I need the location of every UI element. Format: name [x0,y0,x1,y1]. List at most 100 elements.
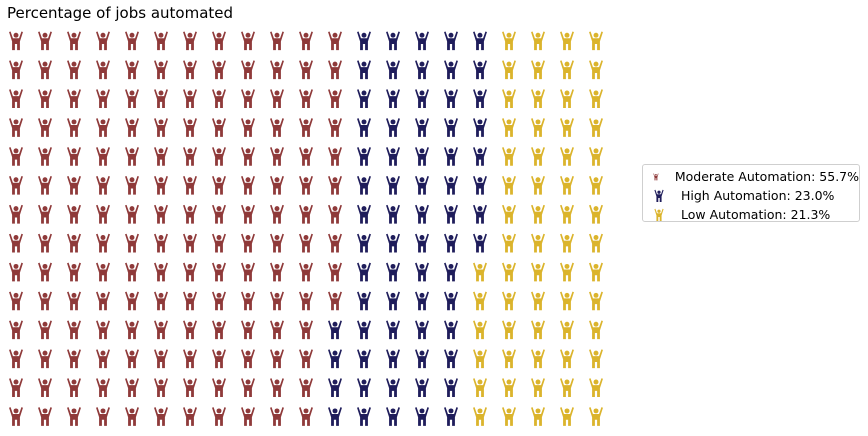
person-icon [299,60,313,80]
person-icon [125,204,139,224]
person-icon [502,204,516,224]
person-icon [560,147,574,166]
legend-label: Moderate Automation: 55.7% [674,169,859,184]
person-icon [560,378,574,397]
person-icon [531,262,545,282]
person-icon [9,349,23,369]
person-icon [589,60,603,80]
person-icon [299,204,313,224]
person-icon [299,349,313,369]
person-icon [67,147,81,166]
person-icon [502,233,516,253]
person-icon [38,407,52,426]
person-icon [502,349,516,369]
person-icon [328,233,342,253]
person-icon [386,89,400,108]
person-icon [96,291,110,311]
person-icon [154,320,168,340]
person-icon [415,147,429,166]
person-icon [444,147,458,166]
legend-label: High Automation: 23.0% [681,188,835,203]
person-icon [154,407,168,426]
person-icon [38,291,52,311]
person-icon [502,320,516,340]
person-icon [270,291,284,311]
person-icon [502,291,516,311]
person-icon [183,89,197,108]
person-icon [9,262,23,282]
person-icon [357,378,371,397]
person-icon [444,320,458,340]
person-icon [270,407,284,426]
person-icon [299,147,313,166]
person-icon [560,60,574,80]
person-icon [531,378,545,397]
person-icon [38,233,52,253]
person-icon [357,320,371,340]
person-icon [96,320,110,340]
person-icon [67,175,81,195]
person-icon [386,60,400,80]
person-icon [328,204,342,224]
person-icon [38,89,52,108]
person-icon [654,208,664,221]
person-icon [386,204,400,224]
person-icon [299,118,313,137]
person-icon [212,147,226,166]
person-icon [589,378,603,397]
person-icon [212,204,226,224]
person-icon [299,31,313,51]
person-icon [357,407,371,426]
person-icon [415,175,429,195]
person-icon [241,118,255,137]
person-icon [154,147,168,166]
person-icon [415,60,429,80]
person-icon [125,147,139,166]
person-icon [560,89,574,108]
person-icon [531,349,545,369]
person-icon [386,407,400,426]
person-icon [444,233,458,253]
person-icon [241,175,255,195]
person-icon [125,233,139,253]
person-icon [357,89,371,108]
person-icon [9,31,23,51]
person-icon [357,175,371,195]
person-icon [154,118,168,137]
person-icon [328,407,342,426]
person-icon [125,407,139,426]
person-icon [473,204,487,224]
person-icon [444,378,458,397]
person-icon [9,89,23,108]
person-icon [212,31,226,51]
person-icon [502,378,516,397]
person-icon [154,378,168,397]
person-icon [560,291,574,311]
person-icon [502,118,516,137]
person-icon [125,118,139,137]
person-icon [473,378,487,397]
person-icon [328,349,342,369]
person-icon [212,118,226,137]
person-icon [96,349,110,369]
person-icon [38,31,52,51]
person-icon [589,118,603,137]
person-icon [357,233,371,253]
person-icon [299,233,313,253]
person-icon [270,262,284,282]
person-icon [125,349,139,369]
person-icon [96,147,110,166]
person-icon [531,204,545,224]
person-icon [299,407,313,426]
person-icon [299,262,313,282]
person-icon [357,204,371,224]
person-icon [299,291,313,311]
person-icon [531,233,545,253]
person-icon [270,31,284,51]
person-icon [125,378,139,397]
person-icon [9,407,23,426]
person-icon [531,60,545,80]
legend-person-icon [654,189,664,202]
person-icon [386,31,400,51]
person-icon [9,378,23,397]
